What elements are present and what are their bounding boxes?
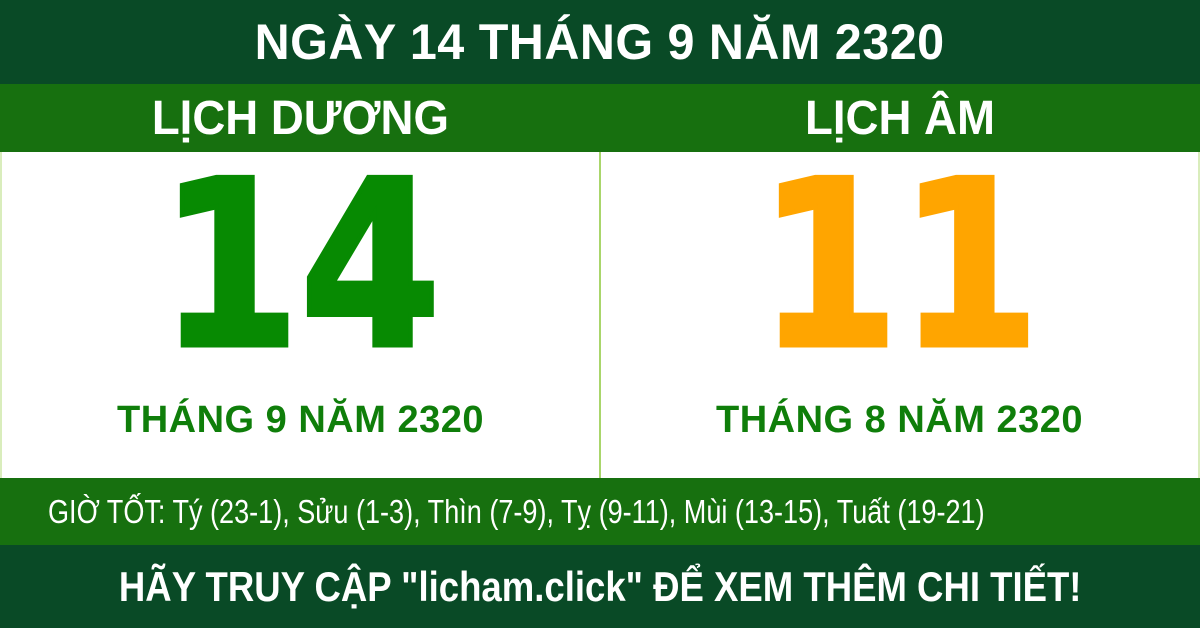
calendar-headers-band: LỊCH DƯƠNG LỊCH ÂM [0,84,1200,152]
good-hours-bar: GIỜ TỐT: Tý (23-1), Sửu (1-3), Thìn (7-9… [0,478,1200,545]
footer-banner: HÃY TRUY CẬP "licham.click" ĐỂ XEM THÊM … [0,545,1200,628]
solar-day-cell: 14 THÁNG 9 NĂM 2320 [2,133,599,478]
solar-day-number: 14 [157,133,443,400]
top-banner: NGÀY 14 THÁNG 9 NĂM 2320 [0,0,1200,84]
lunar-calendar-heading: LỊCH ÂM [805,91,995,145]
footer-cta-text: HÃY TRUY CẬP "licham.click" ĐỂ XEM THÊM … [118,562,1082,610]
solar-header-cell: LỊCH DƯƠNG [0,84,600,152]
lunar-header-cell: LỊCH ÂM [600,84,1200,152]
calendar-body: 14 THÁNG 9 NĂM 2320 11 THÁNG 8 NĂM 2320 [0,133,1200,478]
lunar-day-number: 11 [756,133,1042,400]
solar-month-label: THÁNG 9 NĂM 2320 [117,399,484,441]
good-hours-text: GIỜ TỐT: Tý (23-1), Sửu (1-3), Thìn (7-9… [48,492,985,530]
date-title: NGÀY 14 THÁNG 9 NĂM 2320 [255,14,945,70]
lunar-day-cell: 11 THÁNG 8 NĂM 2320 [601,133,1198,478]
column-divider [599,152,601,478]
solar-calendar-heading: LỊCH DƯƠNG [151,91,449,145]
lunar-month-label: THÁNG 8 NĂM 2320 [716,399,1083,441]
